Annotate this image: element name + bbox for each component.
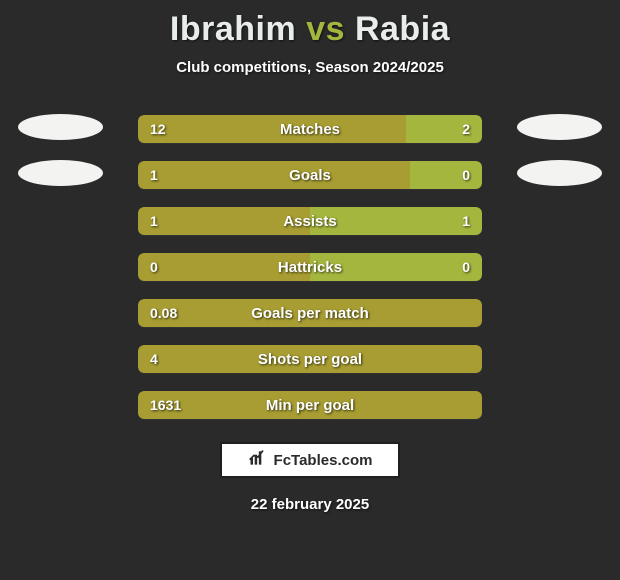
watermark-text: FcTables.com — [274, 452, 373, 469]
stat-row: 00Hattricks — [0, 244, 620, 290]
stat-value-left: 1 — [138, 207, 170, 235]
club-badge-left — [18, 114, 103, 140]
stat-bar: 4Shots per goal — [138, 345, 482, 373]
stat-row: 11Assists — [0, 198, 620, 244]
stat-value-right: 2 — [450, 115, 482, 143]
stat-row: 0.08Goals per match — [0, 290, 620, 336]
stat-row: 4Shots per goal — [0, 336, 620, 382]
title-vs: vs — [306, 10, 345, 48]
club-badge-right — [517, 114, 602, 140]
stat-bar-left-segment — [138, 345, 482, 373]
title-player-left: Ibrahim — [170, 10, 296, 48]
watermark: FcTables.com — [220, 442, 400, 478]
stat-bar-left-segment — [138, 299, 482, 327]
comparison-card: Ibrahim vs Rabia Club competitions, Seas… — [0, 0, 620, 580]
stat-value-right: 0 — [450, 253, 482, 281]
stat-bar: 11Assists — [138, 207, 482, 235]
stat-bar-left-segment — [138, 115, 406, 143]
stat-row: 1631Min per goal — [0, 382, 620, 428]
club-badge-left — [18, 160, 103, 186]
club-badge-right — [517, 160, 602, 186]
stat-bar: 00Hattricks — [138, 253, 482, 281]
title: Ibrahim vs Rabia — [0, 0, 620, 49]
stat-bar: 10Goals — [138, 161, 482, 189]
stat-bar: 0.08Goals per match — [138, 299, 482, 327]
stat-value-left: 0 — [138, 253, 170, 281]
stat-row: 122Matches — [0, 106, 620, 152]
date-text: 22 february 2025 — [0, 496, 620, 513]
subtitle: Club competitions, Season 2024/2025 — [0, 59, 620, 76]
stat-bar: 122Matches — [138, 115, 482, 143]
chart-icon — [248, 448, 268, 472]
stat-rows: 122Matches10Goals11Assists00Hattricks0.0… — [0, 106, 620, 428]
stat-bar: 1631Min per goal — [138, 391, 482, 419]
stat-value-left: 1631 — [138, 391, 193, 419]
stat-value-left: 1 — [138, 161, 170, 189]
stat-value-right: 1 — [450, 207, 482, 235]
stat-value-left: 12 — [138, 115, 178, 143]
stat-row: 10Goals — [0, 152, 620, 198]
stat-value-right: 0 — [450, 161, 482, 189]
stat-value-left: 4 — [138, 345, 170, 373]
title-player-right: Rabia — [355, 10, 450, 48]
stat-bar-left-segment — [138, 161, 410, 189]
stat-value-left: 0.08 — [138, 299, 189, 327]
